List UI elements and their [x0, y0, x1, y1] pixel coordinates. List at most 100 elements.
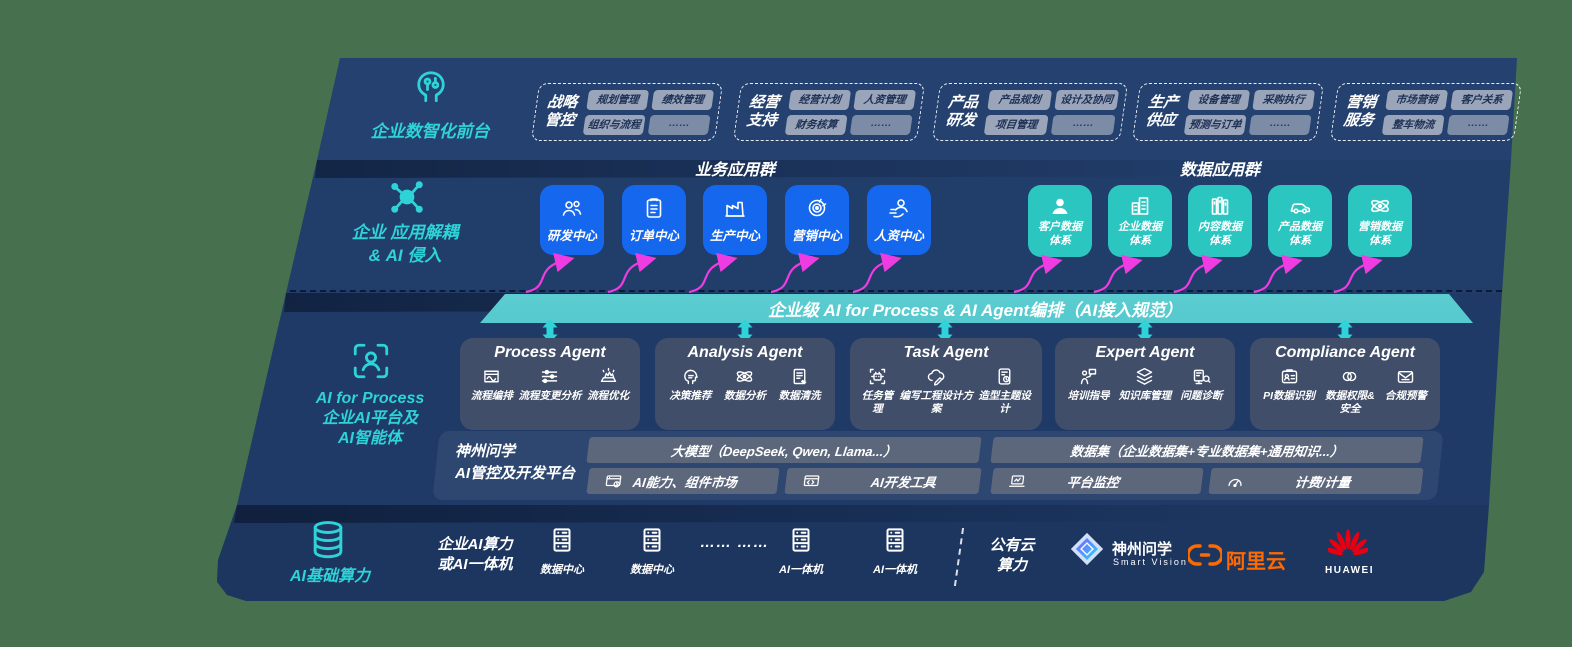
platform-label: 神州问学 AI管控及开发平台 [455, 443, 576, 482]
server-icon [637, 525, 667, 555]
app-box-label: 订单中心 [628, 229, 679, 243]
node-datacenter-2: 数据中心 [617, 525, 687, 577]
robot-grid-icon [867, 366, 888, 387]
agent-item: 合规预警 [1385, 366, 1427, 403]
app-box-label: 生产中心 [709, 229, 760, 243]
app-box-hr: 人资中心 [867, 185, 931, 255]
app-box-production: 生产中心 [703, 185, 767, 255]
agent-item: 知识库管理 [1119, 366, 1171, 403]
data-box-enterprise: 企业数据 体系 [1108, 185, 1172, 257]
flow-box-icon [481, 366, 502, 387]
agent-card-analysis: Analysis Agent 决策推荐 数据分析 数据清洗 [655, 338, 835, 430]
data-box-content: 内容数据 体系 [1188, 185, 1252, 257]
dataset-bar: 数据集（企业数据集+专业数据集+通用知识...） [990, 437, 1424, 463]
person-icon [1048, 194, 1072, 218]
agent-item: 决策推荐 [669, 366, 711, 403]
magenta-arrows [525, 252, 1383, 294]
training-icon [1078, 366, 1099, 387]
alicloud-logo-name: 阿里云 [1226, 551, 1286, 573]
database-icon [306, 518, 350, 562]
app-layer-label: 企业 应用解耦 & AI 侵入 [351, 223, 459, 265]
model-bar: 大模型（DeepSeek, Qwen, Llama...） [586, 437, 982, 463]
integration-dashed-line [290, 290, 1502, 292]
ai-layer-label-en: AI for Process [315, 390, 425, 407]
building-icon [1128, 194, 1152, 218]
tool-bar-market: AI能力、组件市场 [586, 468, 780, 494]
design-card-icon [994, 366, 1015, 387]
agent-card-task: Task Agent 任务管理 编写工程设计方案 造型主题设计 [850, 338, 1042, 430]
agent-title: Process Agent [494, 344, 606, 361]
target-icon [805, 196, 829, 220]
smartvision-logo-sub: Smart Vision [1113, 557, 1188, 567]
app-box-marketing: 营销中心 [785, 185, 849, 255]
huawei-logo-name: HUAWEI [1325, 565, 1374, 576]
clipboard-icon [642, 196, 666, 220]
app-box-rd: 研发中心 [540, 185, 604, 255]
infra-label: AI基础算力 [289, 568, 370, 585]
server-icon [786, 525, 816, 555]
data-box-customer: 客户数据 体系 [1028, 185, 1092, 257]
agent-title: Task Agent [903, 344, 989, 361]
agent-item: 任务管理 [858, 366, 897, 415]
app-box-label: 人资中心 [873, 229, 924, 243]
node-ai-appliance-1: AI一体机 [766, 525, 836, 577]
app-box-label: 研发中心 [546, 229, 597, 243]
agent-card-compliance: Compliance Agent PI数据识别 数据权限& 安全 合规预警 [1250, 338, 1440, 430]
agent-item: 流程编排 [471, 366, 513, 403]
tool-bar-billing: 计费/计量 [1208, 468, 1424, 494]
data-box-label: 客户数据 体系 [1038, 220, 1082, 247]
atom-icon [734, 366, 755, 387]
smartvision-logo-name: 神州问学 [1112, 541, 1173, 558]
agent-item: 数据分析 [724, 366, 766, 403]
agent-item: 培训指导 [1068, 366, 1110, 403]
data-box-label: 产品数据 体系 [1278, 220, 1322, 247]
molecule-icon [386, 176, 428, 218]
optimize-icon [598, 366, 619, 387]
agent-item: 数据权限& 安全 [1325, 366, 1375, 415]
agent-item: 编写工程设计方案 [897, 366, 975, 415]
front-office-label: 企业数智化前台 [370, 122, 490, 141]
public-cloud-label: 公有云 算力 [989, 537, 1035, 575]
agent-title: Compliance Agent [1275, 344, 1415, 361]
cloud-pen-icon [926, 366, 947, 387]
agent-card-process: Process Agent 流程编排 流程变更分析 流程优化 [460, 338, 640, 430]
agent-item: 造型主题设计 [975, 366, 1034, 415]
ai-layer-label-cn: 企业AI平台及 AI智能体 [321, 410, 418, 447]
diagnose-icon [1191, 366, 1212, 387]
smartvision-logo-icon [1070, 532, 1104, 566]
data-box-label: 企业数据 体系 [1118, 220, 1162, 247]
car-icon [1288, 194, 1312, 218]
enterprise-compute-label: 企业AI算力 或AI一体机 [437, 536, 513, 574]
atom-icon [1368, 194, 1392, 218]
server-icon [547, 525, 577, 555]
app-box-order: 订单中心 [622, 185, 686, 255]
node-datacenter-1: 数据中心 [527, 525, 597, 577]
alicloud-logo-icon [1186, 543, 1224, 567]
sliders-icon [539, 366, 560, 387]
data-box-marketing-data: 营销数据 体系 [1348, 185, 1412, 257]
people-flow-icon [887, 196, 911, 220]
agent-title: Analysis Agent [687, 344, 803, 361]
team-icon [560, 196, 584, 220]
decision-icon [680, 366, 701, 387]
agent-title: Expert Agent [1095, 344, 1195, 361]
component-market-icon [603, 472, 624, 491]
agent-card-expert: Expert Agent 培训指导 知识库管理 问题诊断 [1055, 338, 1235, 430]
business-group-title: 业务应用群 [694, 162, 775, 179]
agent-item: 流程优化 [587, 366, 629, 403]
meter-icon [1225, 472, 1246, 491]
huawei-logo-icon [1325, 528, 1371, 564]
agent-item: PI数据识别 [1263, 366, 1315, 403]
data-box-label: 营销数据 体系 [1358, 220, 1402, 247]
layers-icon [1134, 366, 1155, 387]
ai-orchestration-bar-label: 企业级 AI for Process & AI Agent编排（AI接入规范） [767, 301, 1183, 320]
server-icon [880, 525, 910, 555]
scan-person-icon [350, 340, 392, 382]
brain-icon [410, 64, 452, 106]
factory-icon [723, 196, 747, 220]
alert-mail-icon [1395, 366, 1416, 387]
